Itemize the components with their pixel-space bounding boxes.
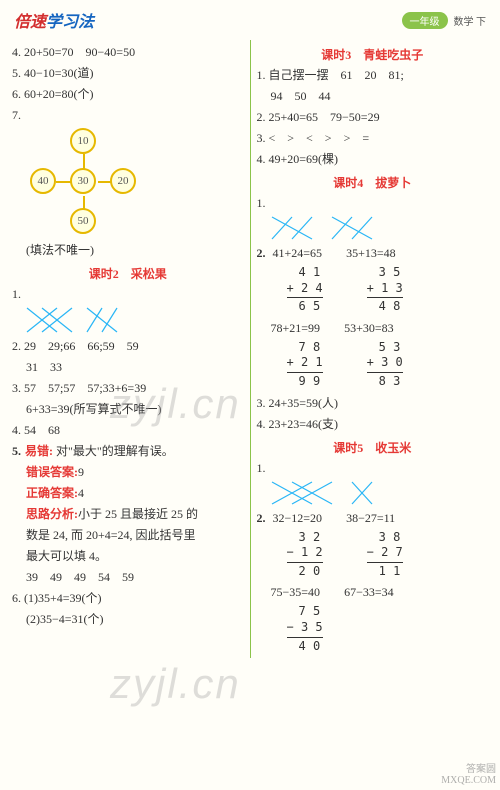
lesson4-title: 课时4 拔萝卜 (257, 174, 489, 191)
circle-top: 10 (70, 128, 96, 154)
left-q5: 5. 40−10=30(道) (12, 64, 244, 82)
calc3: 7 8 + 2 1 9 9 (287, 340, 323, 390)
diagram-note: (填法不唯一) (26, 241, 244, 259)
l2-q5f: 最大可以填 4。 (26, 547, 244, 565)
crossing-lines-3 (267, 480, 377, 506)
l2-q5a: 5.易错: 对"最大"的理解有误。 (12, 442, 244, 460)
calc-row-3: 3 2 − 1 2 2 0 3 8 − 2 7 1 1 (267, 530, 489, 580)
l2-q2b: 31 33 (26, 358, 244, 376)
l2-q1: 1. (12, 285, 244, 303)
l2-q4: 4. 54 68 (12, 421, 244, 439)
l2-q5d: 思路分析:小于 25 且最接近 25 的 (26, 505, 244, 523)
l2-q5b: 错误答案:9 (26, 463, 244, 481)
grade-badge: 一年级 (402, 12, 448, 29)
l2-q5e: 数是 24, 而 20+4=24, 因此括号里 (26, 526, 244, 544)
l2-q2a: 2. 29 29;66 66;59 59 (12, 337, 244, 355)
l2-q3b: 6+33=39(所写算式不唯一) (26, 400, 244, 418)
corner-line2: MXQE.COM (441, 775, 496, 786)
watermark-2: zyjl.cn (110, 660, 241, 708)
brand-red: 倍速 (14, 14, 46, 31)
calc-row-1: 4 1 + 2 4 6 5 3 5 + 1 3 4 8 (267, 265, 489, 315)
calc2: 3 5 + 1 3 4 8 (367, 265, 403, 315)
l5-q2: 2. 32−12=20 38−27=11 (257, 509, 489, 527)
lesson5-title: 课时5 收玉米 (257, 439, 489, 456)
l4-q2: 2. 41+24=65 35+13=48 (257, 244, 489, 262)
r-q4: 4. 49+20=69(棵) (257, 150, 489, 168)
calc5: 3 2 − 1 2 2 0 (287, 530, 323, 580)
calc-row-4: 7 5 − 3 5 4 0 (267, 604, 489, 654)
l5-q1: 1. (257, 459, 489, 477)
l4-q1: 1. (257, 194, 489, 212)
calc6: 3 8 − 2 7 1 1 (367, 530, 403, 580)
l4-eq2: 78+21=99 53+30=83 (271, 319, 489, 337)
l2-q6b: (2)35−4=31(个) (26, 610, 244, 628)
calc7: 7 5 − 3 5 4 0 (287, 604, 323, 654)
l2-q3a: 3. 57 57;57 57;33+6=39 (12, 379, 244, 397)
left-column: 4. 20+50=70 90−40=50 5. 40−10=30(道) 6. 6… (12, 40, 250, 658)
number-diagram: 10 40 30 20 50 (30, 128, 140, 238)
l5-eq2: 75−35=40 67−33=34 (271, 583, 489, 601)
l4-q3: 3. 24+35=59(人) (257, 394, 489, 412)
circle-right: 20 (110, 168, 136, 194)
l2-q5g: 39 49 49 54 59 (26, 568, 244, 586)
r-q1a: 1. 自己摆一摆 61 20 81; (257, 66, 489, 84)
left-q4: 4. 20+50=70 90−40=50 (12, 43, 244, 61)
crossing-lines-2 (267, 215, 377, 241)
right-column: 课时3 青蛙吃虫子 1. 自己摆一摆 61 20 81; 94 50 44 2.… (250, 40, 489, 658)
r-q1b: 94 50 44 (271, 87, 489, 105)
calc1: 4 1 + 2 4 6 5 (287, 265, 323, 315)
l2-q6a: 6. (1)35+4=39(个) (12, 589, 244, 607)
header-right: 一年级 数学 下 (402, 12, 487, 29)
r-q2: 2. 25+40=65 79−50=29 (257, 108, 489, 126)
r-q3: 3. < > < > > = (257, 129, 489, 147)
brand-title: 倍速学习法 (14, 8, 94, 32)
calc4: 5 3 + 3 0 8 3 (367, 340, 403, 390)
left-q6: 6. 60+20=80(个) (12, 85, 244, 103)
lesson3-title: 课时3 青蛙吃虫子 (257, 46, 489, 63)
left-q7: 7. (12, 106, 244, 124)
brand-blue: 学习法 (46, 14, 94, 31)
grade-label: 数学 下 (454, 13, 487, 28)
circle-left: 40 (30, 168, 56, 194)
circle-center: 30 (70, 168, 96, 194)
corner-line1: 答案圆 (441, 764, 496, 775)
lesson2-title: 课时2 采松果 (12, 265, 244, 282)
l4-q4: 4. 23+23=46(支) (257, 415, 489, 433)
l2-q5c: 正确答案:4 (26, 484, 244, 502)
calc-row-2: 7 8 + 2 1 9 9 5 3 + 3 0 8 3 (267, 340, 489, 390)
circle-bottom: 50 (70, 208, 96, 234)
crossing-lines-1 (22, 306, 132, 334)
corner-badge: 答案圆 MXQE.COM (441, 764, 496, 786)
